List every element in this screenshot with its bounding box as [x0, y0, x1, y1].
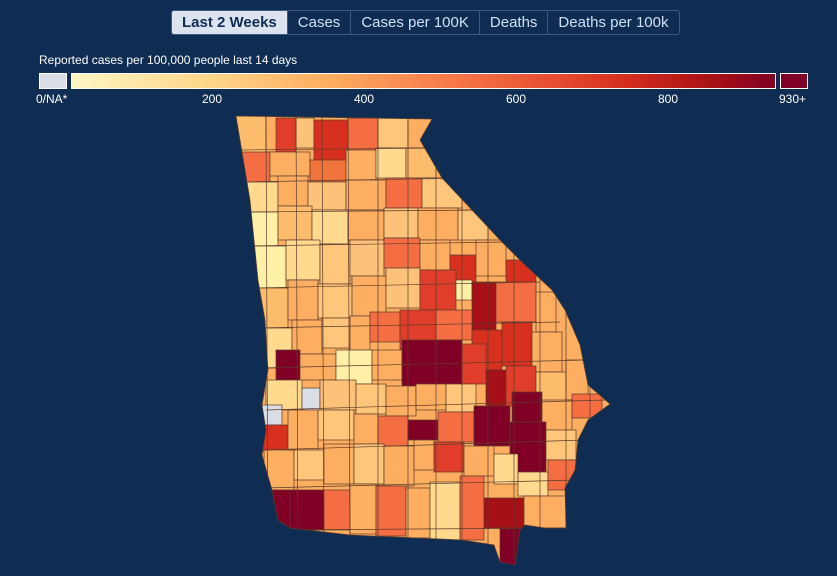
legend-tick-600: 600 — [506, 92, 527, 106]
tab-last-2-weeks[interactable]: Last 2 Weeks — [172, 11, 288, 34]
legend-max-label: 930+ — [779, 92, 807, 106]
tab-cases[interactable]: Cases — [288, 11, 352, 34]
legend-title: Reported cases per 100,000 people last 1… — [39, 53, 298, 67]
tab-cases-per-100k[interactable]: Cases per 100K — [351, 11, 480, 34]
tab-deaths-per-100k[interactable]: Deaths per 100k — [558, 14, 669, 31]
tab-deaths[interactable]: Deaths — [480, 11, 549, 34]
legend-tick-800: 800 — [658, 92, 679, 106]
county-borders — [236, 116, 606, 561]
view-tabs: Last 2 Weeks Cases Cases per 100K Deaths… — [171, 10, 680, 35]
legend-tick-400: 400 — [354, 92, 375, 106]
legend-max-swatch — [780, 73, 808, 89]
state-outline — [235, 115, 611, 566]
legend-color-scale — [71, 73, 776, 89]
legend-na-swatch — [39, 73, 67, 89]
legend-na-label: 0/NA* — [36, 92, 68, 106]
legend-tick-200: 200 — [202, 92, 223, 106]
